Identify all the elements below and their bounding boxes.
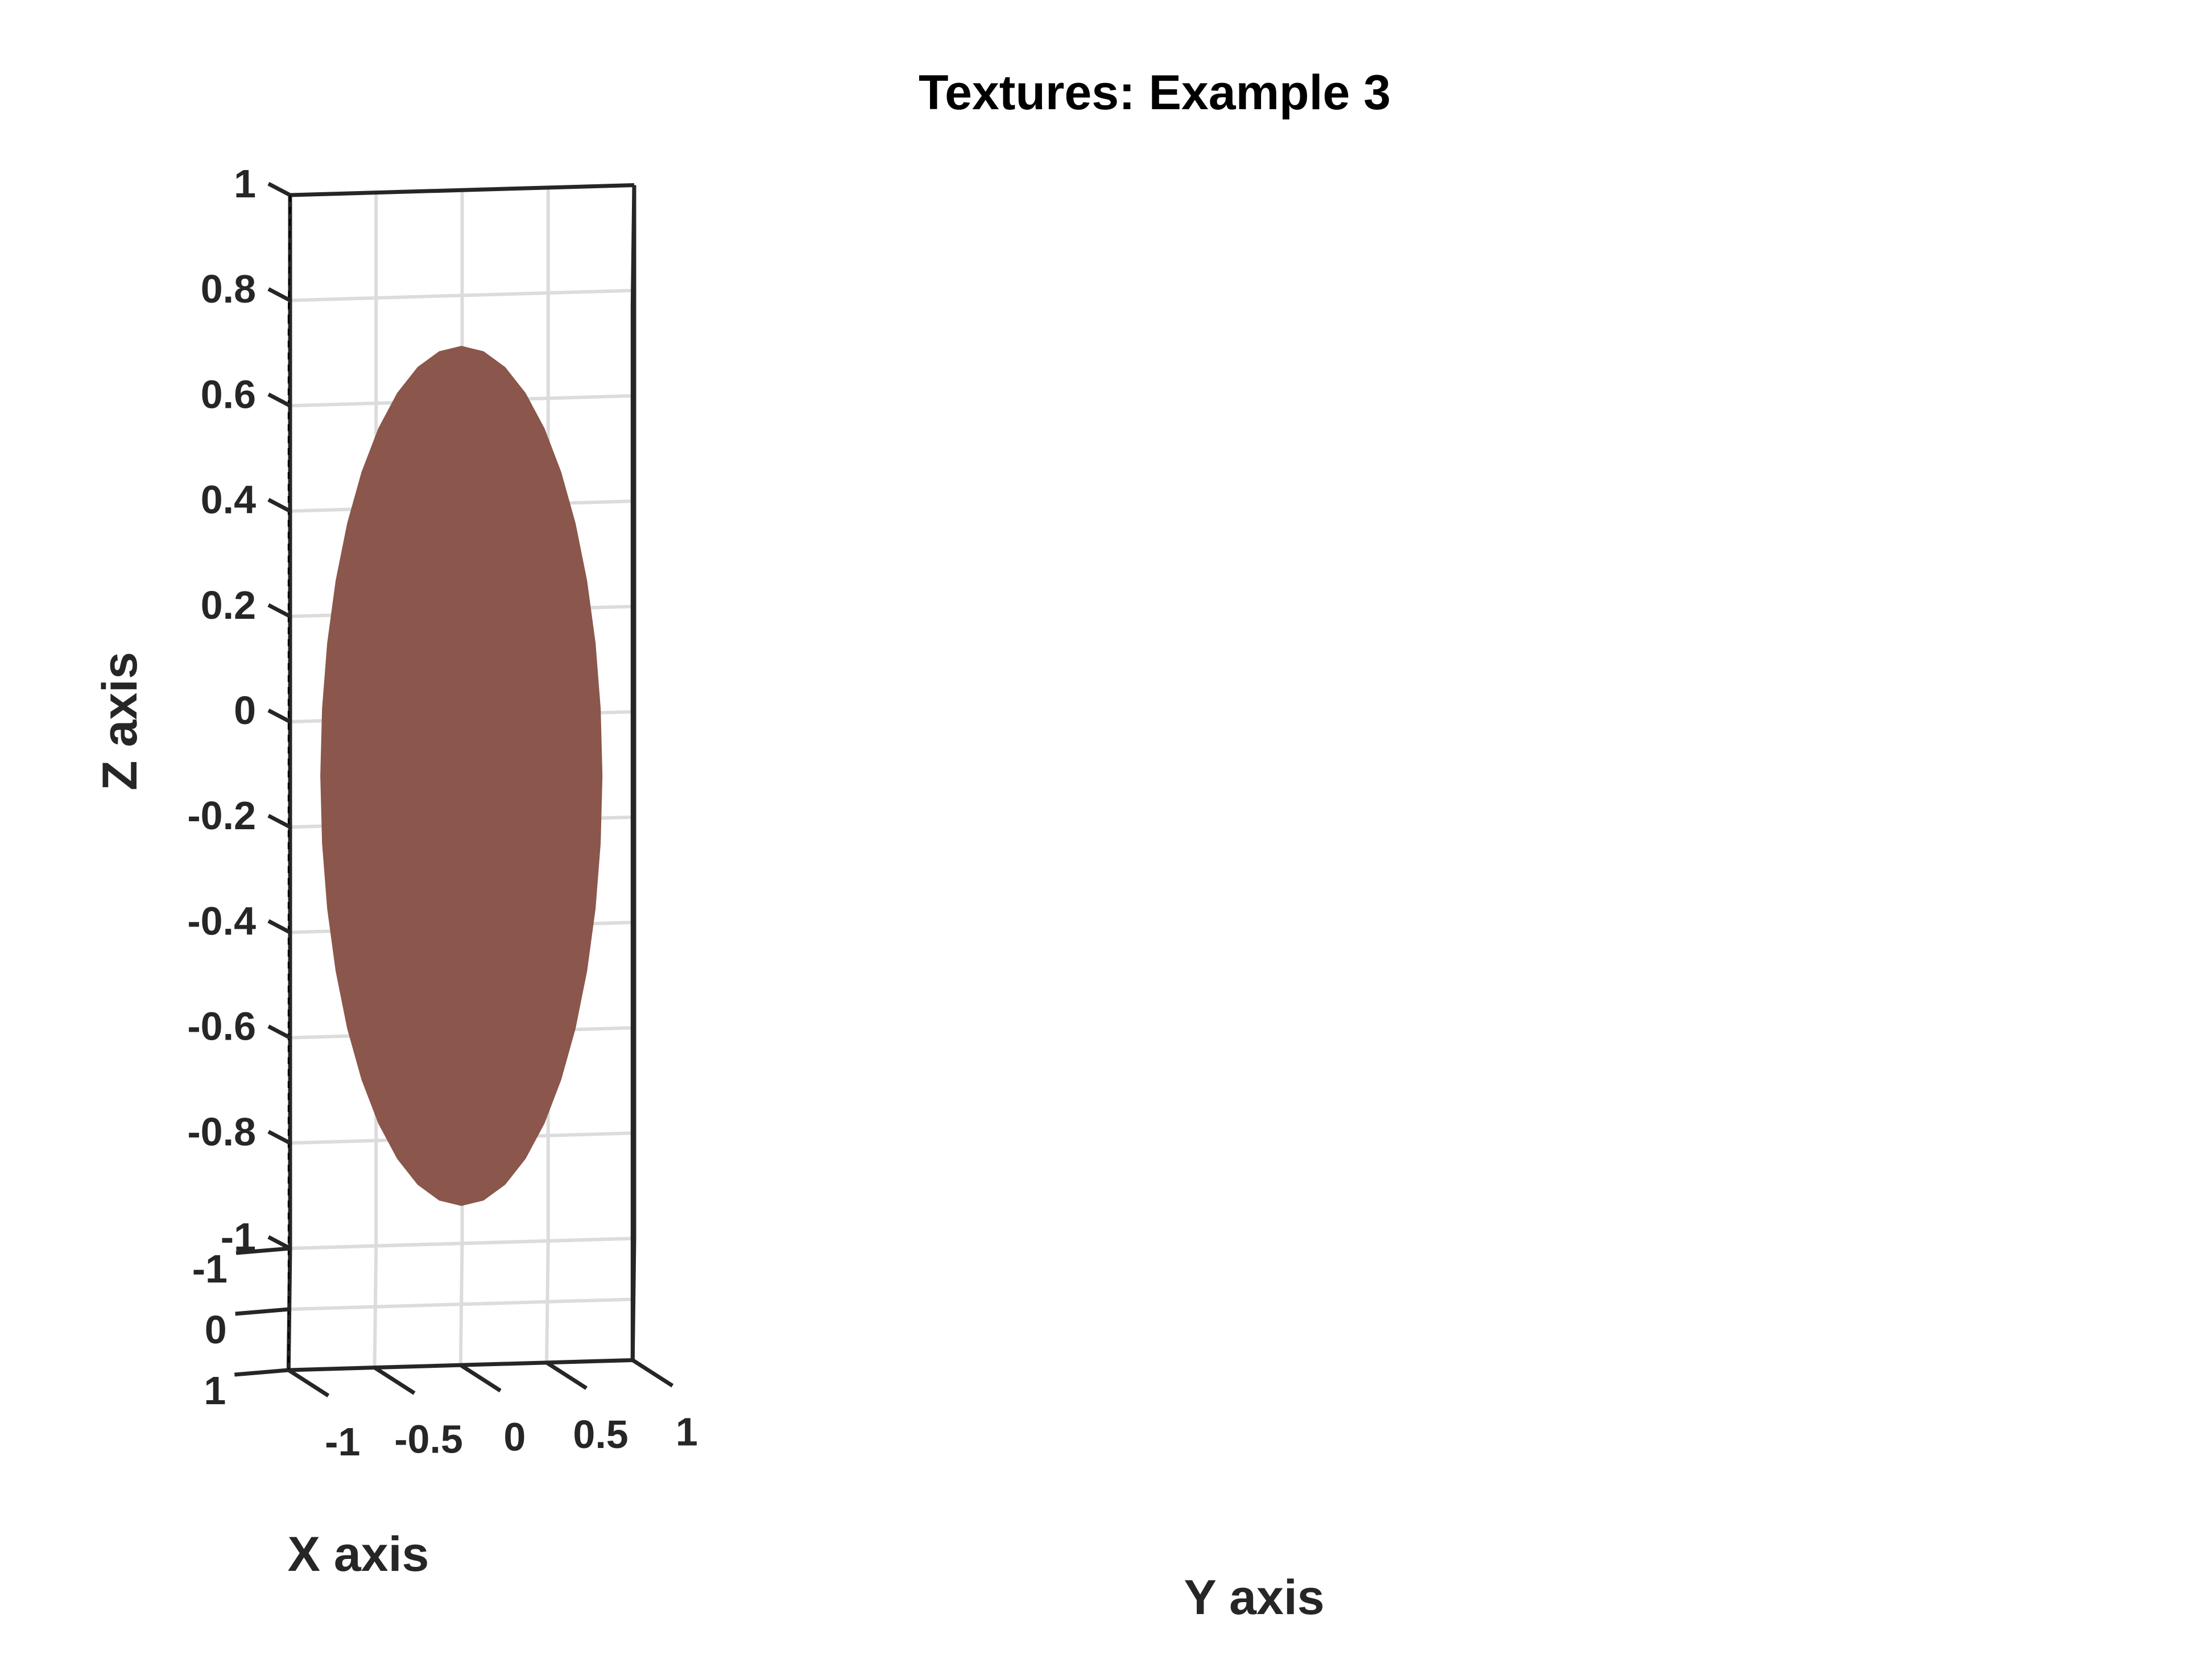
z-tick-label: 0.8 (201, 267, 256, 311)
x-tick (234, 1368, 289, 1377)
z-tick (267, 603, 291, 618)
z-tick (267, 814, 291, 829)
x-tick-label: 0 (205, 1308, 227, 1352)
z-tick-label: 0.6 (201, 372, 256, 416)
y-tick (287, 1368, 330, 1397)
hidden-edge (287, 195, 291, 317)
z-tick (267, 1024, 291, 1040)
tick-marks (234, 181, 674, 1397)
box-edge (630, 185, 636, 307)
y-tick-label: 1 (676, 1410, 698, 1454)
y-tick (545, 1360, 588, 1390)
y-tick (459, 1363, 502, 1393)
y-tick (631, 1358, 674, 1388)
box-edge (290, 183, 635, 197)
x-grid-line (290, 1236, 635, 1250)
z-tick-label: 1 (234, 162, 256, 206)
z-tick (267, 708, 291, 724)
z-tick-label: -0.2 (187, 793, 256, 838)
x-axis-label: X axis (288, 1527, 429, 1582)
z-tick (267, 181, 291, 197)
y-tick-label: -1 (325, 1420, 360, 1464)
z-tick-label: 0.4 (201, 478, 256, 522)
chart-title: Textures: Example 3 (919, 65, 1391, 120)
z-tick (267, 919, 291, 934)
x-grid-line (289, 1297, 634, 1311)
z-tick (267, 287, 291, 303)
x-tick-label: -1 (192, 1247, 228, 1291)
sphere-surface (320, 346, 603, 1206)
y-tick-label: 0.5 (573, 1412, 628, 1457)
y-tick-label: -0.5 (394, 1417, 463, 1462)
z-tick (267, 392, 291, 408)
z-tick (267, 1235, 291, 1251)
y-axis-label: Y axis (1184, 1570, 1324, 1625)
z-tick-label: -0.6 (187, 1004, 256, 1049)
z-tick-label: 0.2 (201, 583, 256, 627)
z-tick-label: -0.8 (187, 1110, 256, 1154)
y-tick (373, 1366, 416, 1395)
y-tick-label: 0 (503, 1414, 526, 1459)
tick-labels: 10.80.60.40.20-0.2-0.4-0.6-0.8-1-101-1 -0… (187, 162, 697, 1464)
z-tick-label: 0 (234, 688, 256, 733)
z-tick (267, 1130, 291, 1145)
x-tick-label: 1 (204, 1368, 226, 1413)
z-tick-label: -1 (221, 1215, 256, 1259)
z-axis-label: Z axis (93, 652, 147, 791)
z-tick (267, 498, 291, 513)
z-tick-label: -0.4 (187, 899, 256, 943)
x-tick (235, 1307, 290, 1316)
x-tick (235, 1246, 291, 1255)
sphere-face (320, 346, 603, 1206)
